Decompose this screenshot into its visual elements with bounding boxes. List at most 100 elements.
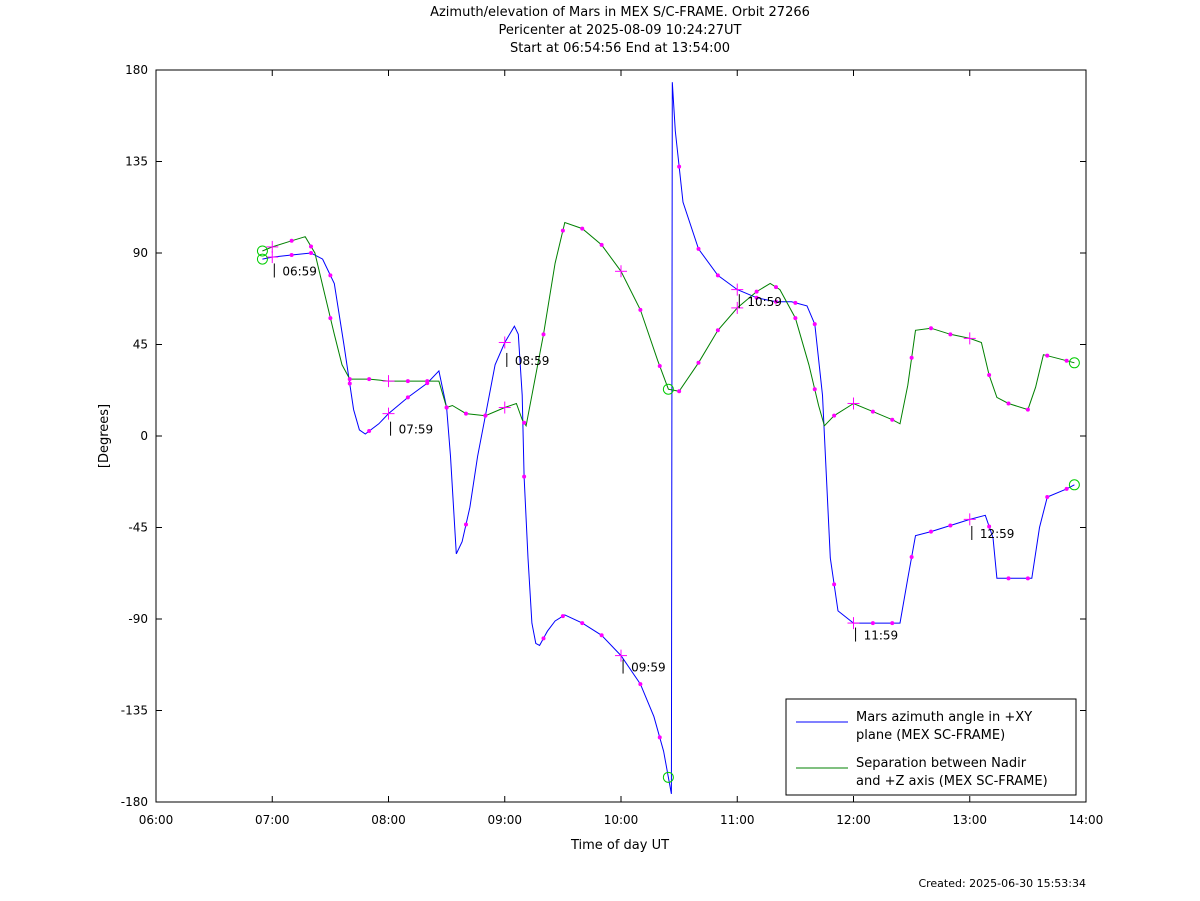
data-point <box>580 226 585 231</box>
data-point <box>328 273 333 278</box>
legend-label: Separation between Nadir <box>856 756 1027 771</box>
axes: 06:00 07:00 08:00 09:00 10:00 11:00 12:00 13:00… <box>121 63 1104 827</box>
y-tick-label: 90 <box>133 246 148 260</box>
data-point <box>909 554 914 559</box>
series-line-azimuth <box>262 82 1075 794</box>
data-point <box>832 413 837 418</box>
data-point <box>657 363 662 368</box>
data-point <box>812 322 817 327</box>
data-point <box>870 621 875 626</box>
y-tick-label: -45 <box>128 521 148 535</box>
legend-box <box>785 698 1077 796</box>
data-point <box>870 409 875 414</box>
x-tick-label: 10:00 <box>604 813 639 827</box>
end-circle-marker <box>1068 479 1080 491</box>
data-point <box>347 377 352 382</box>
y-tick-label: 45 <box>133 338 148 352</box>
data-point <box>1064 486 1069 491</box>
data-point <box>948 332 953 337</box>
data-point <box>929 326 933 331</box>
data-point <box>1045 495 1050 499</box>
chart-subtitle-pericenter: Pericenter at 2025-08-09 10:24:27UT <box>498 23 742 38</box>
x-tick-label: 09:00 <box>487 813 522 827</box>
data-point <box>464 522 468 527</box>
chart-subtitle-start-end: Start at 06:54:56 End at 13:54:00 <box>509 41 731 56</box>
hour-label: 12:59 <box>980 527 1015 541</box>
data-point <box>309 251 313 255</box>
hour-label-layer: 06:59 07:59 08:59 09:59 10:59 11:59 12:59 <box>273 263 1015 675</box>
data-point <box>929 529 933 534</box>
data-point <box>696 246 701 251</box>
data-point <box>715 328 720 333</box>
data-point <box>1064 358 1069 363</box>
hour-label: 11:59 <box>864 629 899 643</box>
legend: Mars azimuth angle in +XY plane (MEX SC-F… <box>785 698 1077 796</box>
data-point <box>754 295 759 300</box>
x-tick-label: 11:00 <box>720 813 755 827</box>
pericenter-circle-marker <box>662 383 674 395</box>
data-point <box>1025 576 1030 581</box>
y-tick-label: 135 <box>125 155 148 169</box>
data-point <box>560 614 565 619</box>
data-point <box>367 377 372 382</box>
plot-frame <box>155 69 1087 803</box>
data-point <box>309 244 313 249</box>
y-tick-label: 180 <box>125 63 148 77</box>
data-point <box>793 300 798 305</box>
data-point <box>405 395 410 400</box>
data-point <box>677 164 682 169</box>
data-point <box>812 387 817 392</box>
x-tick-label: 14:00 <box>1069 813 1104 827</box>
data-point <box>1006 401 1011 406</box>
data-point <box>774 299 778 304</box>
data-point <box>599 242 604 247</box>
pericenter-circle-marker <box>662 771 674 783</box>
data-point <box>347 381 352 386</box>
data-point <box>696 360 701 365</box>
data-point <box>987 524 992 529</box>
hour-label: 10:59 <box>747 295 782 309</box>
chart-title: Azimuth/elevation of Mars in MEX S/C-FRA… <box>430 5 810 20</box>
data-point <box>483 413 488 418</box>
x-tick-label: 06:00 <box>139 813 174 827</box>
x-tick-label: 07:00 <box>255 813 290 827</box>
series-line-separation <box>262 221 1075 428</box>
start-circle-marker <box>256 253 268 265</box>
x-tick-label: 08:00 <box>371 813 406 827</box>
data-point <box>599 633 604 638</box>
data-point <box>909 355 914 360</box>
data-point <box>948 523 953 528</box>
data-point <box>890 417 895 422</box>
hour-label: 08:59 <box>515 354 550 368</box>
data-point <box>774 285 778 290</box>
data-point <box>560 228 565 233</box>
y-tick-label: -180 <box>121 795 148 809</box>
hour-label: 07:59 <box>399 423 434 437</box>
data-point <box>367 429 372 434</box>
data-point <box>425 379 430 384</box>
created-timestamp: Created: 2025-06-30 15:53:34 <box>918 877 1086 890</box>
data-point <box>444 405 449 410</box>
data-point <box>1006 576 1011 581</box>
series-layer <box>262 82 1075 794</box>
data-point <box>987 373 992 377</box>
x-axis-label: Time of day UT <box>570 838 669 853</box>
data-point <box>754 289 759 294</box>
data-point <box>657 735 662 740</box>
data-point <box>1045 353 1050 358</box>
x-tick-label: 12:00 <box>836 813 871 827</box>
y-tick-label: 0 <box>140 429 148 443</box>
data-point <box>328 316 333 321</box>
marker-layer <box>256 164 1080 783</box>
data-point <box>715 273 720 278</box>
end-circle-marker <box>1068 357 1080 369</box>
data-point <box>289 253 294 258</box>
y-tick-label: -90 <box>128 612 148 626</box>
legend-label: Mars azimuth angle in +XY <box>856 710 1032 725</box>
data-point <box>522 420 527 425</box>
data-point <box>541 636 546 641</box>
data-point <box>1025 407 1030 412</box>
data-point <box>522 474 527 479</box>
y-tick-label: -135 <box>121 704 148 718</box>
